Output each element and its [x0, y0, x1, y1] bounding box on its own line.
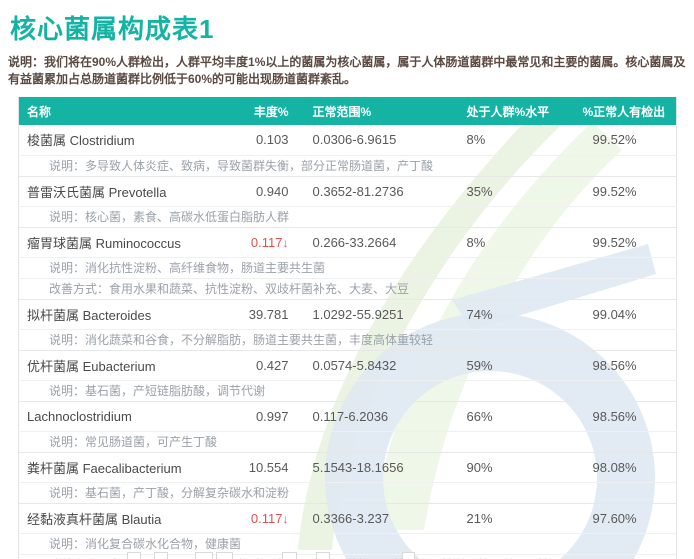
normal-range: 0.3366-3.237	[290, 502, 449, 533]
genus-name: 瘤胃球菌属 Ruminococcus	[18, 226, 229, 257]
abundance-number: 0.103	[255, 132, 289, 148]
normal-range: 0.117-6.2036	[290, 400, 449, 431]
genus-name: 梭菌属 Clostridium	[27, 133, 135, 149]
note-row: 说明：常见肠道菌，可产生丁酸	[18, 430, 677, 452]
population-level: 66%	[448, 400, 577, 431]
note-row: 说明：基石菌，产短链脂肪酸，调节代谢	[18, 379, 677, 401]
table-header-row: 名称 丰度% 正常范围% 处于人群%水平 %正常人有检出	[18, 97, 677, 125]
genus-name: 优杆菌属 Eubacterium	[18, 349, 229, 380]
normal-range: 0.0306-6.9615	[312, 132, 397, 148]
note-row: 说明：核心菌，素食、高碳水低蛋白脂肪人群	[18, 205, 677, 227]
detected-percent: 98.08%	[576, 451, 677, 482]
column-header: 丰度%	[228, 97, 291, 125]
population-level: 35%	[448, 175, 577, 206]
population-level: 90%	[448, 451, 577, 482]
population-level: 8%	[466, 132, 486, 148]
normal-range: 0.266-33.2664	[290, 226, 449, 257]
abundance-value: 0.117↓	[228, 502, 291, 533]
down-arrow-icon: ↓	[282, 511, 289, 526]
detected-percent: 99.52%	[576, 226, 677, 257]
note-row: 说明：基石菌，产丁酸，分解复杂碳水和淀粉	[18, 481, 677, 503]
note-text: 说明：基石菌，产丁酸，分解复杂碳水和淀粉	[18, 481, 677, 503]
detected-percent: 98.56%	[576, 400, 677, 431]
note-text: 改善方式：食用水果和蔬菜、抗性淀粉、双歧杆菌补充、大麦、大豆	[18, 277, 677, 299]
normal-range: 0.0574-5.8432	[290, 349, 449, 380]
detected-percent: 97.60%	[576, 502, 677, 533]
abundance-value: 10.554	[228, 451, 291, 482]
cutoff-box	[216, 552, 233, 559]
genus-row: 梭菌属 Clostridium 0.103 0.0306-6.9615 8% 99.52…	[19, 125, 677, 155]
abundance-value: 0.940	[228, 175, 291, 206]
abundance-number: 0.427	[255, 357, 289, 373]
normal-range: 5.1543-18.1656	[290, 451, 449, 482]
note-text: 改善方式：富含 Omega-3 的食物、奶酪、肉类、大麦、菊粉、阿拉伯木聚糖低聚…	[18, 553, 677, 559]
genus-row: 经黏液真杆菌属 Blautia 0.117↓ 0.3366-3.237 21% 97.6…	[18, 502, 677, 533]
abundance-value: 0.103	[229, 125, 291, 155]
abundance-value: 0.117↓	[228, 226, 291, 257]
column-header: 名称	[18, 97, 229, 125]
note-row: 改善方式：食用水果和蔬菜、抗性淀粉、双歧杆菌补充、大麦、大豆	[18, 277, 677, 299]
cutoff-box	[127, 552, 141, 559]
cutoff-box	[195, 552, 213, 559]
population-level: 59%	[448, 349, 577, 380]
cutoff-box	[282, 552, 297, 559]
note-text: 说明：核心菌，素食、高碳水低蛋白脂肪人群	[18, 205, 677, 227]
abundance-number: 0.997	[255, 408, 289, 424]
abundance-value: 39.781	[228, 298, 291, 329]
down-arrow-icon: ↓	[282, 235, 289, 250]
population-level: 21%	[448, 502, 577, 533]
detected-percent: 99.52%	[592, 132, 637, 148]
note-text: 说明：基石菌，产短链脂肪酸，调节代谢	[18, 379, 677, 401]
page-description: 说明：我们将在90%人群检出，人群平均丰度1%以上的菌属为核心菌属，属于人体肠道…	[8, 55, 686, 86]
note-text: 说明：消化抗性淀粉、高纤维食物，肠道主要共生菌	[18, 256, 677, 278]
note-text: 说明：消化复合碳水化合物，健康菌	[18, 532, 677, 554]
genus-name: 粪杆菌属 Faecalibacterium	[18, 451, 229, 482]
abundance-value: 0.997	[228, 400, 291, 431]
page-title: 核心菌属构成表1	[10, 14, 215, 44]
population-level: 8%	[448, 226, 577, 257]
note-row: 说明：多导致人体炎症、致病，导致菌群失衡，部分正常肠道菌，产丁酸	[18, 154, 677, 176]
note-row: 说明：消化抗性淀粉、高纤维食物，肠道主要共生菌	[18, 256, 677, 278]
genus-name: 经黏液真杆菌属 Blautia	[18, 502, 229, 533]
genus-row: 优杆菌属 Eubacterium 0.427 0.0574-5.8432 59% 98.…	[18, 349, 677, 380]
abundance-number: 10.554	[248, 459, 289, 475]
note-row: 说明：消化复合碳水化合物，健康菌	[18, 532, 677, 554]
column-header: %正常人有检出	[576, 97, 677, 125]
abundance-number: 0.117	[250, 234, 283, 250]
note-row: 说明：消化蔬菜和谷食，不分解脂肪，肠道主要共生菌，丰度高体重较轻	[18, 328, 677, 350]
abundance-number: 0.117	[250, 510, 283, 526]
genus-row: 普雷沃氏菌属 Prevotella 0.940 0.3652-81.2736 35% 9…	[18, 175, 677, 206]
detected-percent: 99.52%	[576, 175, 677, 206]
note-row: 改善方式：富含 Omega-3 的食物、奶酪、肉类、大麦、菊粉、阿拉伯木聚糖低聚…	[18, 553, 677, 559]
detected-percent: 99.04%	[576, 298, 677, 329]
note-text: 说明：多导致人体炎症、致病，导致菌群失衡，部分正常肠道菌，产丁酸	[18, 154, 677, 176]
cutoff-box	[316, 552, 330, 559]
abundance-number: 39.781	[248, 306, 289, 322]
cutoff-box	[154, 552, 168, 559]
genus-row: Lachnoclostridium 0.997 0.117-6.2036 66% 98.…	[18, 400, 677, 431]
abundance-value: 0.427	[228, 349, 291, 380]
column-header: 正常范围%	[290, 97, 449, 125]
detected-percent: 98.56%	[576, 349, 677, 380]
abundance-number: 0.940	[255, 183, 289, 199]
genus-name: Lachnoclostridium	[18, 400, 229, 431]
note-text: 说明：消化蔬菜和谷食，不分解脂肪，肠道主要共生菌，丰度高体重较轻	[18, 328, 677, 350]
cutoff-box	[402, 552, 415, 559]
genus-row: 拟杆菌属 Bacteroides 39.781 1.0292-55.9251 74% 9…	[18, 298, 677, 329]
genus-name: 拟杆菌属 Bacteroides	[18, 298, 229, 329]
column-header: 处于人群%水平	[448, 97, 577, 125]
normal-range: 0.3652-81.2736	[290, 175, 449, 206]
core-genus-table: 名称 丰度% 正常范围% 处于人群%水平 %正常人有检出 梭菌属 Clostridium…	[18, 97, 677, 559]
genus-row: 粪杆菌属 Faecalibacterium 10.554 5.1543-18.165…	[18, 451, 677, 482]
note-text: 说明：常见肠道菌，可产生丁酸	[18, 430, 677, 452]
genus-name: 普雷沃氏菌属 Prevotella	[18, 175, 229, 206]
population-level: 74%	[448, 298, 577, 329]
genus-row: 瘤胃球菌属 Ruminococcus 0.117↓ 0.266-33.2664 8% 9…	[18, 226, 677, 257]
normal-range: 1.0292-55.9251	[290, 298, 449, 329]
